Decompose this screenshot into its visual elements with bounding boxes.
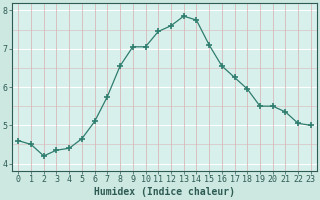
X-axis label: Humidex (Indice chaleur): Humidex (Indice chaleur) — [94, 187, 235, 197]
